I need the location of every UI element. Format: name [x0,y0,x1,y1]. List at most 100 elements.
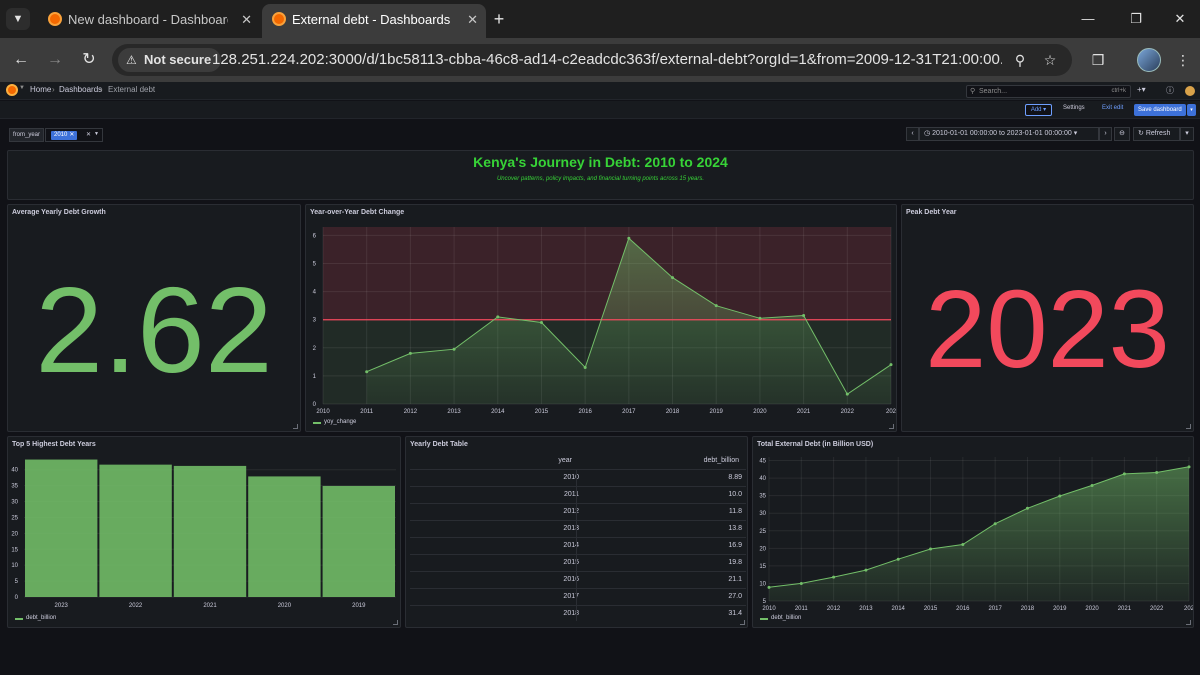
address-bar[interactable]: ⚠ Not secure 128.251.224.202:3000/d/1bc5… [112,44,1072,76]
total-point [929,547,933,551]
yoy-legend[interactable]: yoy_change [313,419,356,425]
variable-select[interactable]: 2010 ✕ ✕ ▼ [45,128,103,142]
top5-bar-panel[interactable]: Top 5 Highest Debt Years 0 5 10 15 20 25 30 35 4… [7,436,401,628]
zoom-icon[interactable]: ⚲ [1014,52,1026,68]
time-shift-forward-icon[interactable]: › [1099,127,1112,141]
total-debt-panel[interactable]: Total External Debt (in Billion USD) 5 10… [752,436,1194,628]
column-header-year[interactable]: year [558,457,572,464]
grafana-search-box[interactable]: ⚲ Search... ctrl+k [966,85,1131,98]
yoy-change-panel[interactable]: Year-over-Year Debt Change 0 1 2 3 4 5 6 2010 20… [305,204,897,432]
panel-title: Year-over-Year Debt Change [310,209,405,216]
help-icon[interactable]: ⓘ [1166,86,1174,95]
browser-tab-external-debt[interactable]: External debt - Dashboards - Grafana ✕ [262,4,486,38]
grafana-favicon-icon [48,12,62,26]
total-legend[interactable]: debt_billion [760,615,801,621]
time-range-picker[interactable]: ◷ 2010-01-01 00:00:00 to 2023-01-01 00:0… [919,127,1099,141]
avg-growth-stat-panel[interactable]: Average Yearly Debt Growth 2.62 [7,204,301,432]
browser-tab-new-dashboard[interactable]: New dashboard - Dashboards - Grafana ✕ [38,4,260,38]
y-tick-label: 3 [313,318,317,324]
x-tick-label: 2017 [988,606,1002,612]
browser-menu-icon[interactable]: ⋮ [1176,52,1190,68]
breadcrumb-dashboards[interactable]: Dashboards [59,85,103,94]
table-row: 2016 21.1 [410,571,746,587]
resize-handle-icon[interactable] [1186,424,1191,429]
panel-title: Peak Debt Year [906,209,957,216]
y-tick-label: 4 [313,290,317,296]
x-tick-label: 2021 [1118,606,1132,612]
cell-year: 2014 [563,542,579,549]
profile-avatar[interactable] [1137,48,1161,72]
extensions-puzzle-icon[interactable]: ❒ [1091,52,1105,68]
column-header-debt[interactable]: debt_billion [703,457,739,464]
peak-year-stat-panel[interactable]: Peak Debt Year 2023 [901,204,1194,432]
resize-handle-icon[interactable] [1186,620,1191,625]
bookmark-star-icon[interactable]: ☆ [1043,52,1057,68]
forward-arrow-icon[interactable]: → [47,51,63,68]
browser-toolbar: ← → ↻ ⚠ Not secure 128.251.224.202:3000/… [0,38,1200,82]
settings-button[interactable]: Settings [1063,105,1085,111]
table-header: year debt_billion [406,455,747,469]
cell-year: 2016 [563,576,579,583]
minimize-icon[interactable]: — [1081,11,1095,26]
exit-edit-button[interactable]: Exit edit [1102,105,1124,111]
resize-handle-icon[interactable] [293,424,298,429]
table-row: 2015 19.8 [410,554,746,570]
security-indicator[interactable]: ⚠ Not secure [118,48,222,72]
chevron-down-icon[interactable]: ▼ [94,131,99,137]
warning-triangle-icon: ⚠ [126,53,137,67]
restore-icon[interactable]: ❐ [1130,11,1142,26]
tab-title: New dashboard - Dashboards - Grafana [68,12,228,27]
refresh-interval-chevron-icon[interactable]: ▾ [1180,127,1194,141]
breadcrumb-home[interactable]: Home [30,85,52,94]
total-point [767,585,771,589]
cell-year: 2012 [563,508,579,515]
y-tick-label: 0 [313,402,317,408]
total-point [1155,470,1159,474]
y-tick-label: 30 [11,500,18,506]
panel-title: Yearly Debt Table [410,441,468,448]
window-close-icon[interactable]: ✕ [1174,11,1186,26]
top5-legend[interactable]: debt_billion [15,615,56,621]
yearly-debt-table-panel[interactable]: Yearly Debt Table year debt_billion 2010… [405,436,748,628]
yoy-chart: 0 1 2 3 4 5 6 2010 2011 2012 2013 2014 2015 2016 2017 2… [313,227,896,415]
resize-handle-icon[interactable] [393,620,398,625]
panel-title: Average Yearly Debt Growth [12,209,106,216]
variable-value-chip[interactable]: 2010 ✕ [51,131,78,140]
x-tick-label: 2019 [710,409,724,415]
yoy-point [758,316,762,320]
zoom-out-icon[interactable]: ⊖ [1114,127,1130,141]
panel-title: Top 5 Highest Debt Years [12,441,96,448]
x-tick-label: 2021 [203,603,217,609]
resize-handle-icon[interactable] [889,424,894,429]
yoy-area [366,238,891,404]
chip-remove-icon[interactable]: ✕ [69,132,75,138]
x-tick-label: 2012 [827,606,841,612]
add-button-label: Add [1030,107,1042,113]
grafana-logo-icon[interactable] [6,84,18,96]
save-dashboard-button[interactable]: Save dashboard [1134,104,1186,116]
back-arrow-icon[interactable]: ← [13,51,29,68]
x-tick-label: 2017 [622,409,636,415]
reload-icon[interactable]: ↻ [82,51,96,68]
add-button[interactable]: Add ▾ [1025,104,1052,116]
new-tab-plus-icon[interactable]: + [493,9,505,29]
tab-close-icon[interactable]: ✕ [241,12,252,27]
yoy-point [845,392,849,396]
time-shift-back-icon[interactable]: ‹ [906,127,919,141]
new-plus-icon[interactable]: +▾ [1137,85,1146,94]
user-avatar[interactable] [1185,86,1195,96]
url-text[interactable]: 128.251.224.202:3000/d/1bc58113-cbba-46c… [212,51,1002,68]
save-options-chevron-icon[interactable]: ▾ [1187,104,1196,116]
tab-close-icon[interactable]: ✕ [467,12,478,27]
refresh-button[interactable]: ↻ Refresh [1133,127,1180,141]
total-point [864,568,868,572]
yoy-point [408,351,412,355]
grafana-favicon-icon [272,12,286,26]
y-tick-label: 5 [15,579,19,585]
x-tick-label: 2013 [447,409,461,415]
resize-handle-icon[interactable] [740,620,745,625]
tab-search-chevron-icon[interactable]: ▼ [6,8,30,30]
security-label: Not secure [144,52,212,67]
clear-icon[interactable]: ✕ [86,132,92,138]
menu-caret-icon[interactable]: ▼ [19,85,25,91]
